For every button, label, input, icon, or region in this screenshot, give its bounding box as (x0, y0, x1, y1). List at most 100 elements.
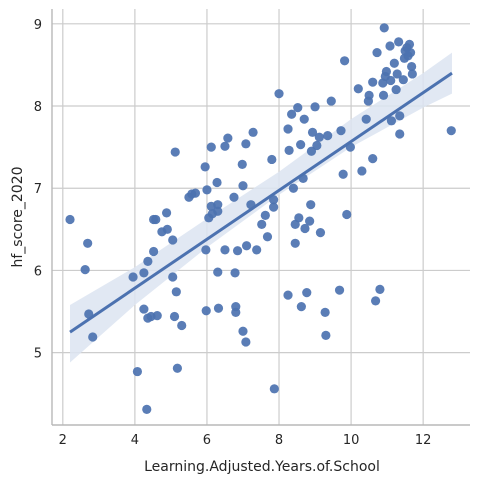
y-axis-label: hf_score_2020 (10, 166, 26, 267)
data-point (386, 116, 397, 126)
data-point (404, 39, 415, 49)
data-point (132, 366, 143, 377)
data-point (190, 188, 201, 198)
data-point (364, 90, 374, 100)
data-point (252, 245, 262, 255)
data-point (326, 96, 336, 106)
data-point (320, 307, 330, 317)
data-point (177, 320, 187, 331)
data-point (171, 287, 181, 297)
data-point (361, 114, 371, 124)
data-point (370, 296, 381, 306)
data-point (162, 224, 172, 234)
data-point (80, 265, 90, 275)
y-tick-label: 6 (34, 264, 42, 279)
data-point (381, 66, 391, 77)
data-point (139, 268, 149, 278)
data-point (260, 210, 270, 220)
data-point (389, 58, 399, 68)
data-point (142, 404, 152, 414)
y-tick-label: 7 (34, 182, 42, 197)
data-point (375, 284, 385, 294)
data-point (296, 140, 306, 150)
data-point (379, 23, 389, 33)
data-point (336, 126, 346, 136)
regression-line (69, 71, 453, 334)
data-point (368, 154, 378, 164)
data-point (395, 111, 405, 121)
data-point (314, 132, 324, 142)
x-tick-label: 10 (343, 433, 360, 448)
data-point (168, 272, 178, 282)
data-point (353, 84, 363, 94)
data-point (213, 206, 223, 216)
grid (52, 9, 470, 425)
data-point (407, 69, 417, 79)
data-point (201, 245, 211, 255)
data-point (232, 246, 243, 256)
data-point (168, 235, 178, 245)
data-point (307, 127, 318, 137)
data-point (238, 326, 248, 336)
data-point (287, 109, 297, 119)
data-point (229, 192, 239, 202)
data-point (170, 147, 180, 157)
x-tick-label: 6 (203, 433, 211, 448)
data-point (338, 169, 348, 179)
data-point (323, 131, 333, 141)
data-point (357, 166, 367, 176)
data-point (405, 47, 416, 58)
data-point (398, 75, 408, 85)
data-point (161, 208, 172, 218)
data-point (88, 332, 98, 342)
data-point (262, 232, 273, 242)
data-point (257, 219, 267, 229)
data-point (446, 126, 456, 136)
y-axis-ticks: 5 6 7 8 9 (34, 18, 42, 362)
data-point (83, 238, 93, 248)
data-point (310, 102, 320, 112)
data-point (294, 213, 304, 223)
data-point (299, 114, 309, 124)
data-point (213, 200, 223, 210)
data-point (206, 142, 216, 152)
data-point (241, 139, 251, 149)
data-point (269, 384, 279, 394)
data-point (312, 140, 322, 151)
data-point (128, 272, 138, 282)
data-point (220, 141, 230, 151)
data-point (152, 311, 162, 321)
data-point (392, 69, 402, 79)
data-point (342, 209, 352, 220)
data-point (269, 195, 279, 205)
data-point (283, 290, 293, 300)
data-point (395, 129, 405, 139)
data-point (290, 238, 300, 248)
data-point (149, 246, 159, 257)
data-point (407, 61, 417, 72)
data-point (293, 103, 303, 113)
x-tick-label: 8 (275, 433, 283, 448)
y-tick-label: 8 (34, 100, 42, 115)
data-point (302, 288, 312, 298)
data-point (269, 202, 279, 212)
data-point (212, 177, 222, 188)
data-point (65, 214, 75, 225)
data-point (220, 245, 230, 255)
data-point (202, 185, 212, 195)
data-point (151, 214, 161, 225)
data-point (248, 127, 258, 137)
data-point (386, 75, 396, 86)
data-point (391, 84, 401, 95)
x-tick-label: 2 (59, 433, 67, 448)
data-point (213, 303, 224, 313)
data-point (305, 216, 315, 226)
data-point (306, 146, 317, 156)
data-point (372, 47, 382, 58)
data-point (201, 306, 211, 316)
data-point (223, 133, 233, 143)
data-point (213, 267, 223, 277)
x-axis-ticks: 2 4 6 8 10 12 (59, 433, 432, 448)
confidence-band (70, 52, 452, 363)
